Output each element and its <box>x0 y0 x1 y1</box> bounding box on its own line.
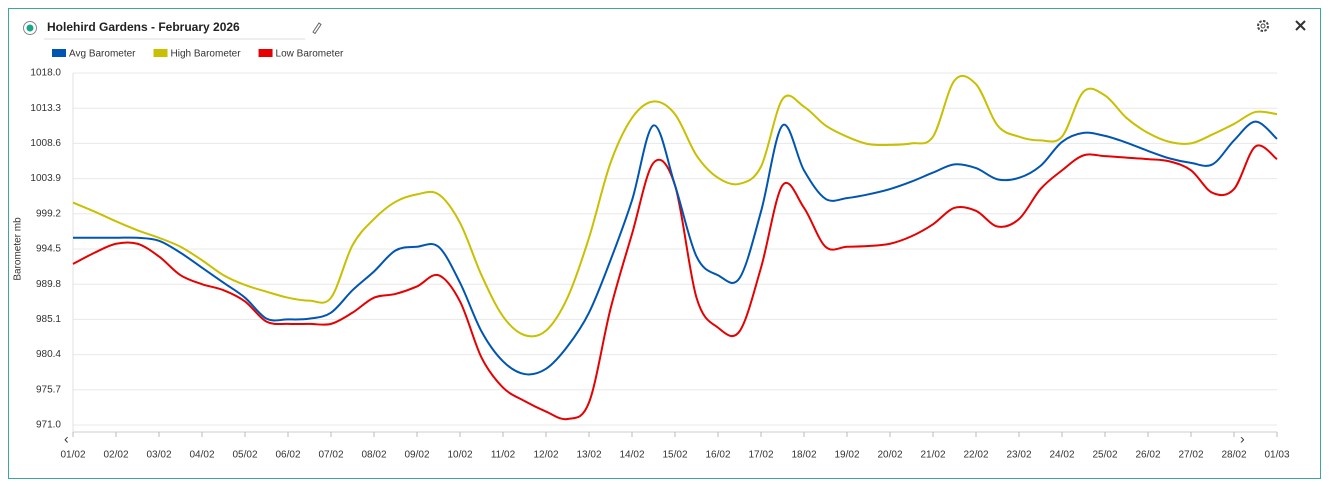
x-tick-label: 12/02 <box>533 450 558 461</box>
y-tick-label: 975.7 <box>36 384 61 395</box>
y-tick-label: 989.8 <box>36 279 61 290</box>
settings-icon[interactable] <box>1257 20 1269 32</box>
y-tick-label: 971.0 <box>36 420 61 431</box>
legend-swatch <box>258 49 273 57</box>
y-tick-label: 980.4 <box>36 349 61 360</box>
x-tick-label: 08/02 <box>361 450 386 461</box>
legend-label: Avg Barometer <box>69 49 136 60</box>
x-tick-label: 21/02 <box>920 450 945 461</box>
x-tick-label: 04/02 <box>189 450 214 461</box>
y-tick-label: 985.1 <box>36 314 61 325</box>
x-tick-label: 22/02 <box>963 450 988 461</box>
y-axis-label: Barometer mb <box>13 217 24 281</box>
legend-label: High Barometer <box>171 49 242 60</box>
x-tick-label: 03/02 <box>146 450 171 461</box>
x-tick-label: 25/02 <box>1092 450 1117 461</box>
y-tick-label: 994.5 <box>36 244 61 255</box>
scroll-right[interactable]: › <box>1240 431 1245 447</box>
x-tick-label: 13/02 <box>576 450 601 461</box>
y-tick-label: 1008.6 <box>30 138 61 149</box>
x-tick-label: 19/02 <box>834 450 859 461</box>
x-tick-label: 17/02 <box>748 450 773 461</box>
x-tick-label: 10/02 <box>447 450 472 461</box>
y-tick-label: 1018.0 <box>30 68 61 79</box>
widget-title: Holehird Gardens - February 2026 <box>47 20 240 34</box>
series-line <box>72 120 1278 376</box>
x-tick-label: 01/03 <box>1264 450 1289 461</box>
legend-swatch <box>153 49 168 57</box>
x-tick-label: 07/02 <box>318 450 343 461</box>
x-tick-label: 09/02 <box>404 450 429 461</box>
scroll-left[interactable]: ‹ <box>64 431 69 447</box>
x-tick-label: 27/02 <box>1178 450 1203 461</box>
y-tick-label: 1003.9 <box>30 173 61 184</box>
x-tick-label: 26/02 <box>1135 450 1160 461</box>
x-tick-label: 28/02 <box>1221 450 1246 461</box>
y-tick-label: 999.2 <box>36 208 61 219</box>
close-icon[interactable] <box>1295 20 1306 31</box>
x-tick-label: 11/02 <box>491 450 516 461</box>
x-tick-label: 16/02 <box>705 450 730 461</box>
x-tick-label: 24/02 <box>1049 450 1074 461</box>
legend-swatch <box>52 49 66 57</box>
x-tick-label: 05/02 <box>232 450 257 461</box>
x-tick-label: 06/02 <box>275 450 300 461</box>
x-tick-label: 02/02 <box>103 450 128 461</box>
x-tick-label: 15/02 <box>662 450 687 461</box>
legend-label: Low Barometer <box>276 49 344 60</box>
x-tick-label: 23/02 <box>1006 450 1031 461</box>
edit-icon[interactable] <box>312 22 322 35</box>
x-tick-label: 20/02 <box>877 450 902 461</box>
x-tick-label: 14/02 <box>619 450 644 461</box>
panel-border <box>8 8 1321 479</box>
status-dot <box>26 24 34 32</box>
x-tick-label: 01/02 <box>60 450 85 461</box>
y-tick-label: 1013.3 <box>30 103 61 114</box>
x-tick-label: 18/02 <box>791 450 816 461</box>
series-line <box>72 74 1278 338</box>
